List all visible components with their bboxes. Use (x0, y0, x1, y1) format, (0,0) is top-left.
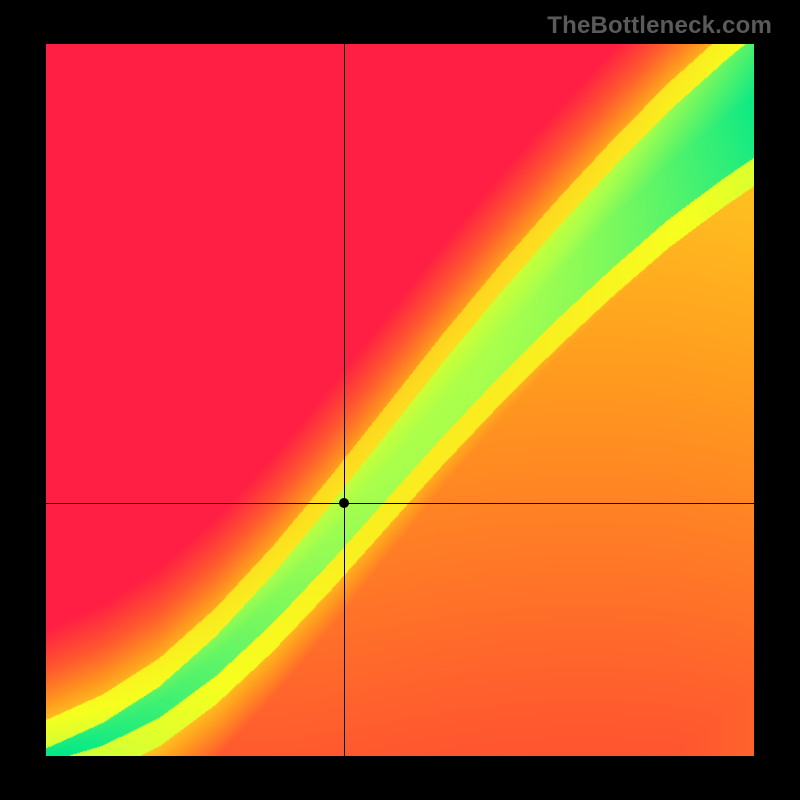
figure-root: TheBottleneck.com (0, 0, 800, 800)
watermark-text: TheBottleneck.com (547, 12, 772, 40)
crosshair-marker (339, 498, 349, 508)
heatmap-canvas (46, 44, 754, 756)
heatmap-plot (46, 44, 754, 756)
crosshair-vertical (344, 44, 345, 756)
crosshair-horizontal (46, 503, 754, 504)
